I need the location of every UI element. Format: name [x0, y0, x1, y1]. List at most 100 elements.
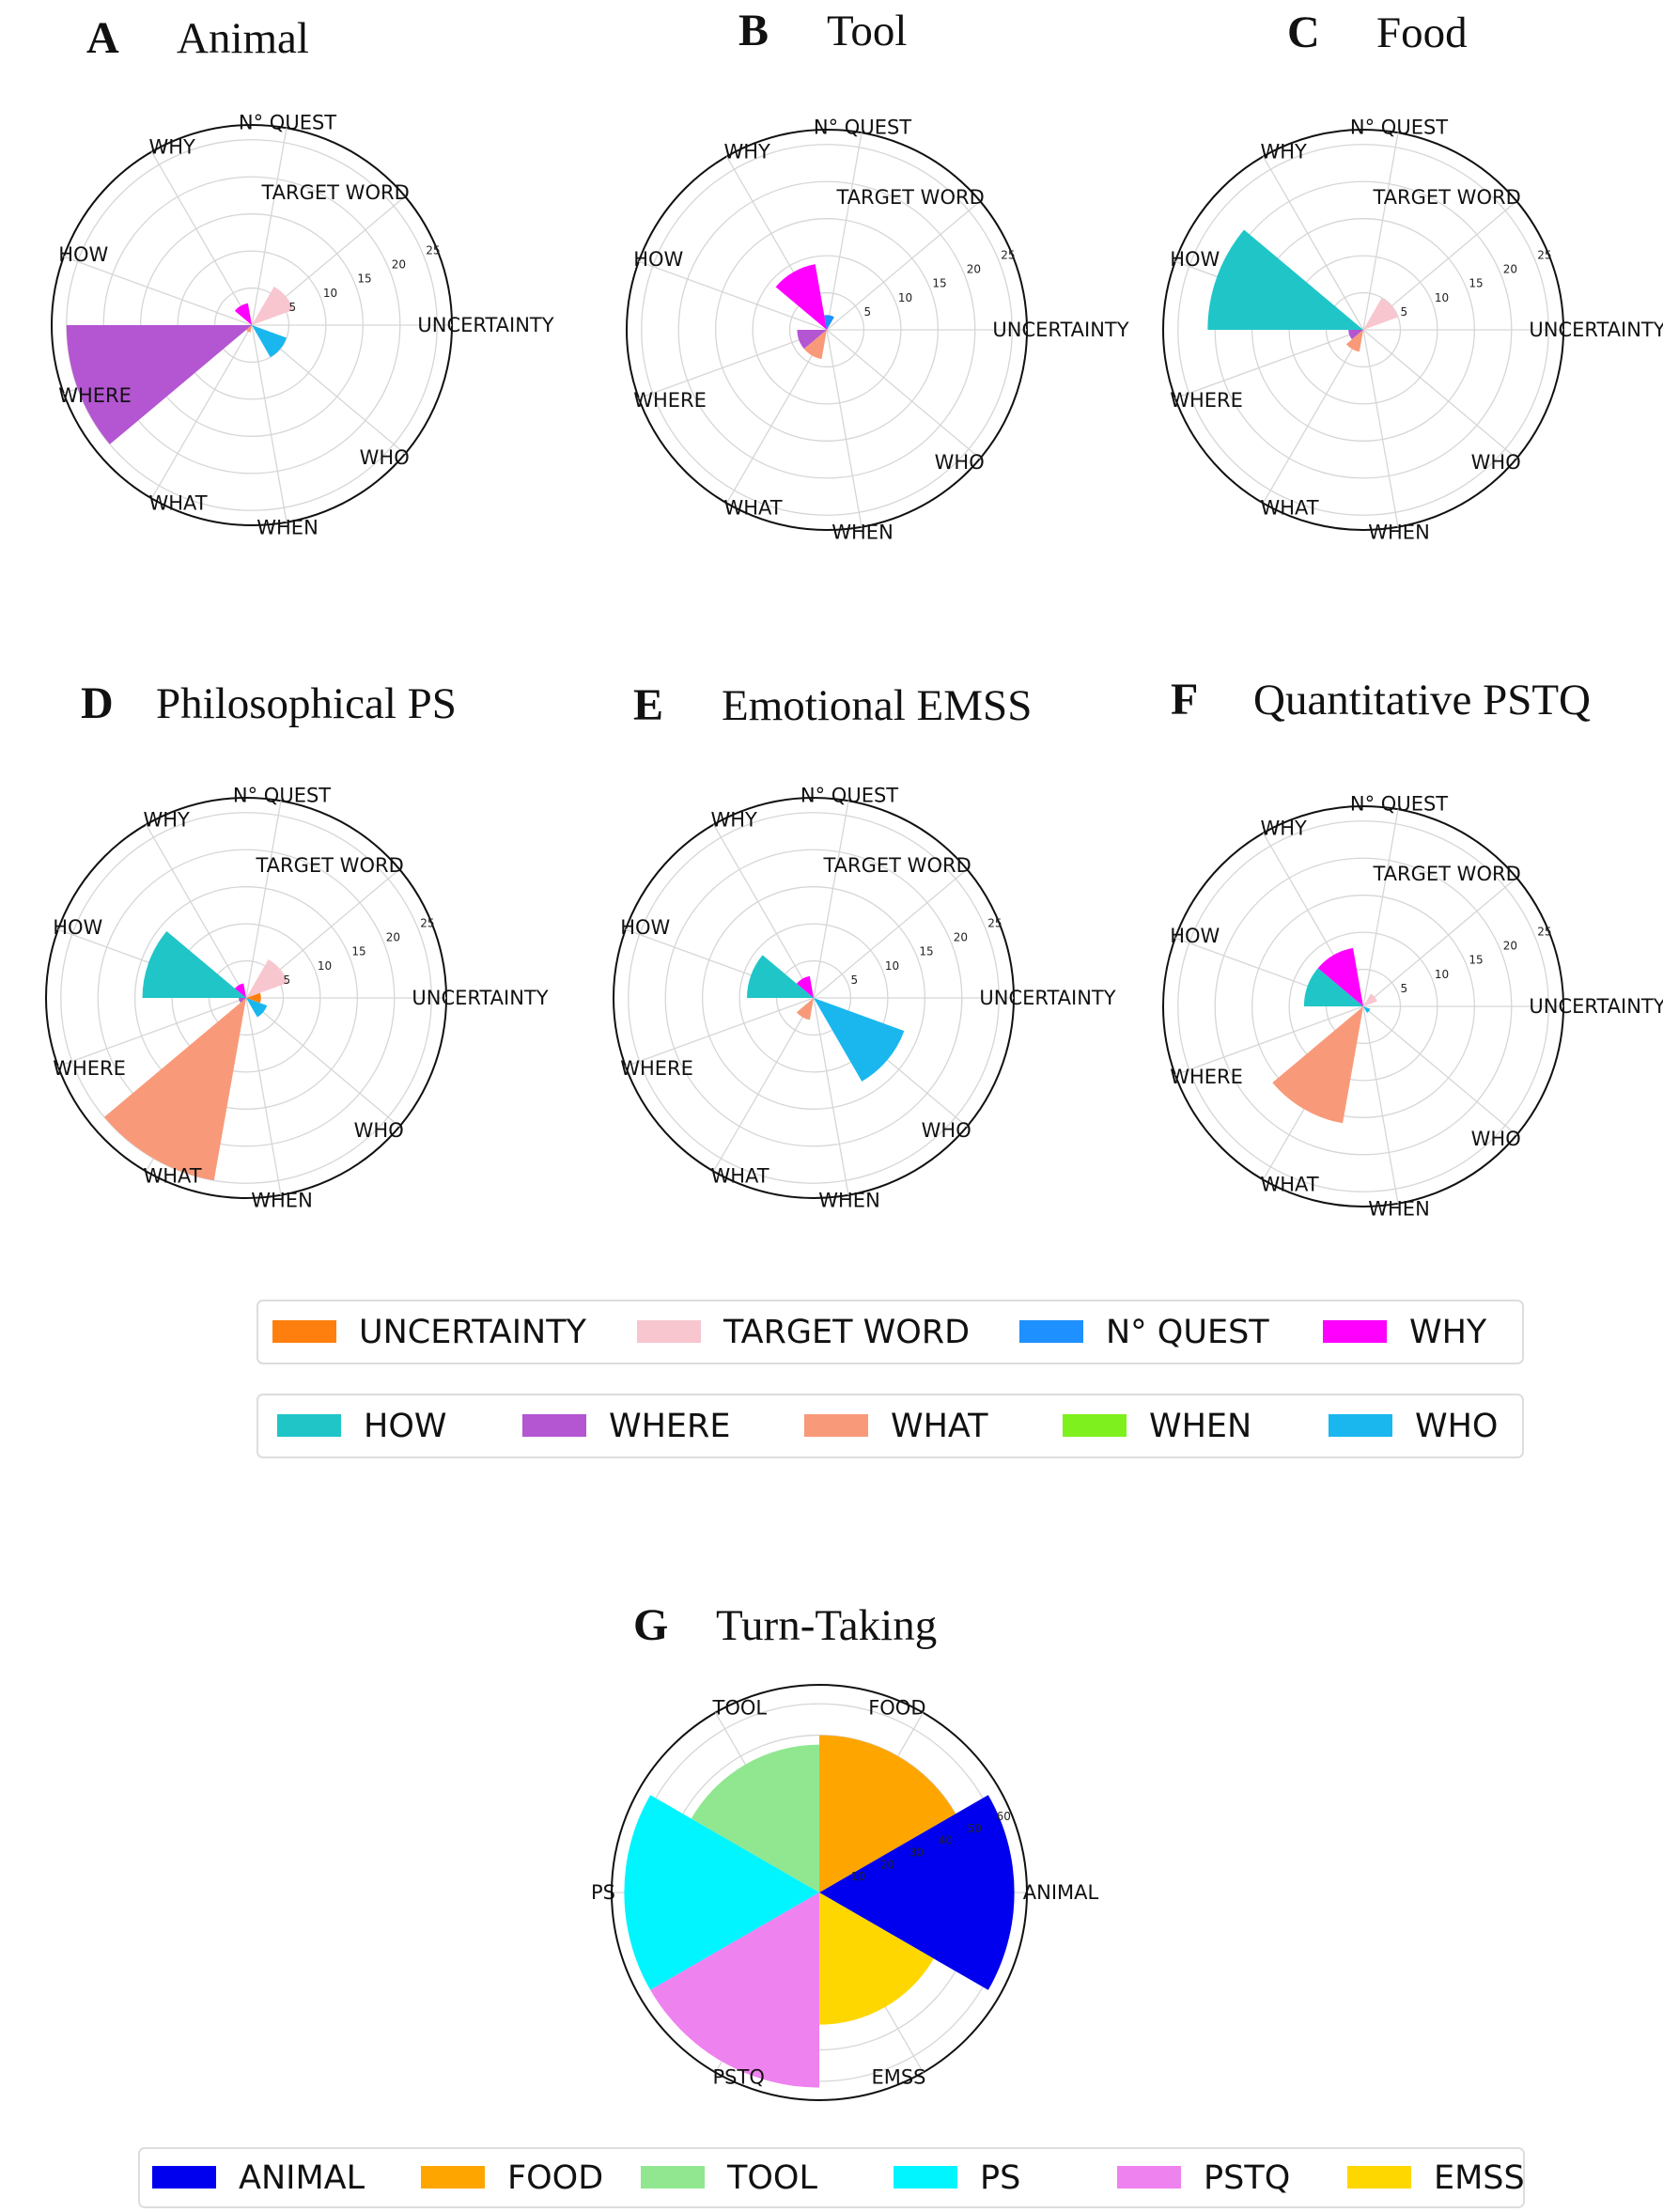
- legend-label-target-word: TARGET WORD: [723, 1314, 970, 1351]
- radial-tick-label: 20: [386, 931, 400, 944]
- category-label-who: WHO: [922, 1119, 971, 1142]
- bar-f-who: [1363, 1006, 1371, 1013]
- legend-swatch-what: [804, 1414, 868, 1437]
- radial-tick-label: 20: [1503, 263, 1517, 276]
- radial-tick-label: 20: [967, 263, 981, 276]
- bar-b-n-quest: [824, 315, 834, 330]
- legend-swatch-ps: [894, 2166, 957, 2189]
- radial-tick-label: 10: [898, 291, 912, 304]
- category-label-who: WHO: [1471, 1128, 1521, 1150]
- polar-chart-b: 5 10 15 20 25 UNCERTAINTY TARGET WORD N° QUEST W…: [626, 116, 1129, 544]
- legend-label-ps: PS: [980, 2159, 1020, 2197]
- panel-d-letter: D: [81, 678, 114, 728]
- category-label-n-quest: N° QUEST: [239, 111, 336, 133]
- category-label-pstq: PSTQ: [713, 2066, 765, 2089]
- category-label-food: FOOD: [868, 1696, 925, 1719]
- legend-label-emss: EMSS: [1434, 2159, 1525, 2197]
- legend-swatch-where: [522, 1414, 586, 1437]
- legend-swatch-emss: [1347, 2166, 1411, 2189]
- category-label-uncertainty: UNCERTAINTY: [1529, 319, 1663, 341]
- legend-row1-items: UNCERTAINTY TARGET WORD N° QUEST WHY: [272, 1314, 1487, 1351]
- radial-tick-label: 20: [392, 258, 406, 272]
- category-label-uncertainty: UNCERTAINTY: [412, 987, 548, 1009]
- grid-spoke: [712, 997, 815, 1172]
- bar-g-pstq: [650, 1893, 819, 2088]
- panel-f-title: Quantitative PSTQ: [1253, 676, 1591, 724]
- legend-swatch-target-word: [637, 1320, 701, 1343]
- bar-c-where: [1348, 330, 1363, 340]
- radial-tick-label: 15: [1469, 954, 1483, 967]
- grid-spoke: [826, 329, 981, 460]
- bar-a-who: [252, 325, 288, 358]
- bar-e-how: [747, 955, 814, 998]
- grid-spoke: [63, 256, 253, 326]
- bar-b-why: [775, 264, 827, 330]
- category-label-n-quest: N° QUEST: [814, 116, 911, 138]
- legend-label-tool: TOOL: [726, 2159, 817, 2197]
- legend-label-pstq: PSTQ: [1204, 2159, 1290, 2197]
- bar-a-where: [66, 325, 253, 444]
- radial-tick-label: 10: [885, 959, 899, 973]
- legend-row2-items: HOW WHERE WHAT WHEN WHO: [277, 1408, 1498, 1445]
- panel-d: D Philosophical PS 5 10 15 20 25 UNCERTAINTY T…: [45, 678, 549, 1212]
- radial-tick-label: 5: [283, 974, 290, 987]
- bar-g-food: [819, 1735, 956, 1893]
- category-label-when: WHEN: [818, 1190, 880, 1212]
- radial-tick-label: 50: [968, 1822, 982, 1835]
- radial-tick-label: 30: [909, 1846, 924, 1860]
- legend-label-uncertainty: UNCERTAINTY: [359, 1314, 587, 1351]
- panel-b: B Tool 5 10 15 20 25 UNCERTAINTY TARGET WORD N°…: [626, 6, 1129, 544]
- radial-tick-label: 20: [880, 1858, 894, 1871]
- bar-a-target-word: [252, 287, 294, 325]
- grid-spoke: [251, 128, 288, 326]
- legend-questions-row2: HOW WHERE WHAT WHEN WHO: [256, 1394, 1524, 1458]
- legend-label-food: FOOD: [507, 2159, 603, 2197]
- category-label-who: WHO: [1471, 451, 1521, 474]
- radial-tick-label: 10: [1435, 968, 1449, 981]
- legend-label-when: WHEN: [1149, 1408, 1251, 1445]
- category-label-target-word: TARGET WORD: [260, 181, 409, 204]
- bar-f-target-word: [1363, 993, 1377, 1006]
- radial-tick-label: 5: [288, 301, 296, 314]
- legend-label-n-quest: N° QUEST: [1106, 1314, 1269, 1351]
- grid-spoke: [826, 200, 981, 331]
- category-label-why: WHY: [149, 135, 196, 158]
- legend-label-what: WHAT: [891, 1408, 988, 1445]
- grid-spoke: [1362, 329, 1399, 527]
- panel-g-title: Turn-Taking: [716, 1601, 937, 1650]
- category-label-emss: EMSS: [871, 2066, 925, 2089]
- category-label-ps: PS: [591, 1881, 615, 1904]
- bar-d-what: [103, 998, 247, 1181]
- grid-spoke: [245, 997, 400, 1128]
- legend-swatch-pstq: [1117, 2166, 1181, 2189]
- legend-row3-items: ANIMAL FOOD TOOL PS PSTQ EMSS: [152, 2159, 1525, 2197]
- radial-tick-label: 10: [1435, 291, 1449, 304]
- grid-spoke: [1362, 877, 1517, 1007]
- grid-spoke: [638, 260, 828, 331]
- category-label-what: WHAT: [144, 1165, 202, 1188]
- radial-tick-label: 15: [932, 277, 946, 290]
- category-label-when: WHEN: [1368, 1198, 1430, 1221]
- grid-spoke: [1262, 156, 1364, 331]
- category-label-uncertainty: UNCERTAINTY: [1529, 995, 1663, 1018]
- radial-tick-label: 5: [1400, 982, 1407, 995]
- panel-a-title: Animal: [177, 14, 309, 63]
- category-label-when: WHEN: [1368, 522, 1430, 544]
- bar-d-why: [234, 983, 246, 998]
- panel-b-title: Tool: [827, 7, 908, 55]
- radial-tick-label: 25: [426, 244, 440, 257]
- grid-spoke: [57, 997, 247, 1067]
- category-label-target-word: TARGET WORD: [1372, 863, 1520, 885]
- category-label-how: HOW: [53, 916, 102, 939]
- panel-c: C Food 5 10 15 20 25 UNCERTAINTY TARGET WORD N°…: [1162, 8, 1663, 544]
- grid-spoke: [150, 324, 253, 499]
- grid-spoke: [1362, 1005, 1399, 1204]
- legend-questions-row1: UNCERTAINTY TARGET WORD N° QUEST WHY: [256, 1300, 1524, 1364]
- category-label-where: WHERE: [633, 389, 707, 412]
- radial-tick-label: 5: [850, 974, 858, 987]
- grid-spoke: [826, 329, 863, 527]
- radial-tick-label: 10: [323, 287, 337, 300]
- category-label-how: HOW: [1170, 248, 1220, 271]
- legend-label-who: WHO: [1415, 1408, 1498, 1445]
- legend-swatch-tool: [641, 2166, 705, 2189]
